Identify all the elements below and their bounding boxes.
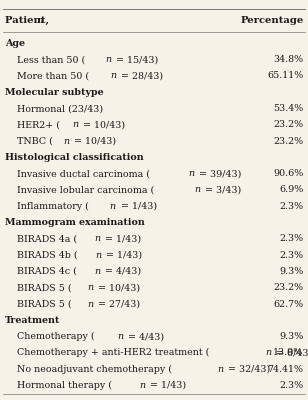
Text: 9.3%: 9.3% <box>279 332 303 341</box>
Text: Histological classification: Histological classification <box>5 153 143 162</box>
Text: n: n <box>194 186 200 194</box>
Text: Molecular subtype: Molecular subtype <box>5 88 103 97</box>
Text: = 32/43): = 32/43) <box>225 365 270 374</box>
Text: 2.3%: 2.3% <box>279 202 303 211</box>
Text: 90.6%: 90.6% <box>273 169 303 178</box>
Text: n: n <box>36 16 44 25</box>
Text: = 1/43): = 1/43) <box>148 381 187 390</box>
Text: n: n <box>87 283 94 292</box>
Text: = 1/43): = 1/43) <box>103 234 142 243</box>
Text: TNBC (: TNBC ( <box>17 137 53 146</box>
Text: 23.2%: 23.2% <box>273 120 303 129</box>
Text: n: n <box>110 202 116 211</box>
Text: = 6/43): = 6/43) <box>273 348 308 358</box>
Text: Age: Age <box>5 39 25 48</box>
Text: 2.3%: 2.3% <box>279 234 303 243</box>
Text: 23.2%: 23.2% <box>273 283 303 292</box>
Text: n: n <box>63 137 69 146</box>
Text: = 1/43): = 1/43) <box>103 251 142 260</box>
Text: HER2+ (: HER2+ ( <box>17 120 60 129</box>
Text: 34.8%: 34.8% <box>273 55 303 64</box>
Text: = 10/43): = 10/43) <box>95 283 140 292</box>
Text: 74.41%: 74.41% <box>267 365 303 374</box>
Text: BIRADS 4a (: BIRADS 4a ( <box>17 234 77 243</box>
Text: Less than 50 (: Less than 50 ( <box>17 55 85 64</box>
Text: BIRADS 4c (: BIRADS 4c ( <box>17 267 77 276</box>
Text: 65.11%: 65.11% <box>267 72 303 80</box>
Text: Patient,: Patient, <box>5 16 52 25</box>
Text: 2.3%: 2.3% <box>279 251 303 260</box>
Text: = 27/43): = 27/43) <box>95 300 140 308</box>
Text: = 10/43): = 10/43) <box>80 120 125 129</box>
Text: n: n <box>94 267 100 276</box>
Text: = 39/43): = 39/43) <box>197 169 242 178</box>
Text: 2.3%: 2.3% <box>279 381 303 390</box>
Text: Chemotherapy (: Chemotherapy ( <box>17 332 95 341</box>
Text: n: n <box>188 169 195 178</box>
Text: n: n <box>265 348 271 358</box>
Text: = 15/43): = 15/43) <box>113 55 158 64</box>
Text: Treatment: Treatment <box>5 316 60 325</box>
Text: n: n <box>95 251 101 260</box>
Text: n: n <box>117 332 123 341</box>
Text: More than 50 (: More than 50 ( <box>17 72 89 80</box>
Text: Hormonal (23/43): Hormonal (23/43) <box>17 104 103 113</box>
Text: No neoadjuvant chemotherapy (: No neoadjuvant chemotherapy ( <box>17 365 172 374</box>
Text: n: n <box>72 120 79 129</box>
Text: 9.3%: 9.3% <box>279 267 303 276</box>
Text: Chemotherapy + anti-HER2 treatment (: Chemotherapy + anti-HER2 treatment ( <box>17 348 209 358</box>
Text: = 10/43): = 10/43) <box>71 137 116 146</box>
Text: 62.7%: 62.7% <box>273 300 303 308</box>
Text: = 28/43): = 28/43) <box>118 72 163 80</box>
Text: n: n <box>87 300 94 308</box>
Text: n: n <box>95 234 101 243</box>
Text: BIRADS 5 (: BIRADS 5 ( <box>17 283 71 292</box>
Text: = 4/43): = 4/43) <box>125 332 164 341</box>
Text: Invasive lobular carcinoma (: Invasive lobular carcinoma ( <box>17 186 154 194</box>
Text: Percentage: Percentage <box>240 16 303 25</box>
Text: BIRADS 4b (: BIRADS 4b ( <box>17 251 78 260</box>
Text: 23.2%: 23.2% <box>273 137 303 146</box>
Text: n: n <box>110 72 116 80</box>
Text: Mammogram examination: Mammogram examination <box>5 218 144 227</box>
Text: Inflammatory (: Inflammatory ( <box>17 202 89 211</box>
Text: n: n <box>140 381 146 390</box>
Text: n: n <box>217 365 223 374</box>
Text: = 1/43): = 1/43) <box>118 202 157 211</box>
Text: = 3/43): = 3/43) <box>202 186 241 194</box>
Text: n: n <box>105 55 111 64</box>
Text: 13.9%: 13.9% <box>273 348 303 358</box>
Text: Hormonal therapy (: Hormonal therapy ( <box>17 381 112 390</box>
Text: = 4/43): = 4/43) <box>102 267 141 276</box>
Text: 6.9%: 6.9% <box>279 186 303 194</box>
Text: 53.4%: 53.4% <box>273 104 303 113</box>
Text: BIRADS 5 (: BIRADS 5 ( <box>17 300 71 308</box>
Text: Invasive ductal carcinoma (: Invasive ductal carcinoma ( <box>17 169 150 178</box>
